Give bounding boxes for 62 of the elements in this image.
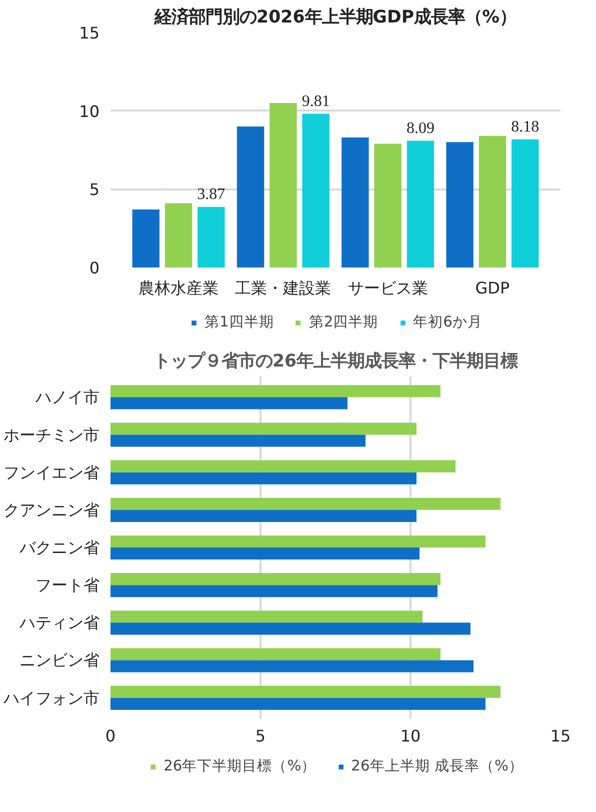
bar [110,385,440,398]
bar [110,622,470,635]
data-label: 8.09 [406,120,434,137]
y-tick-label: ニンビン省 [20,650,100,670]
bar [110,573,440,586]
x-tick-label: 5 [255,726,266,746]
x-tick-label: 10 [400,726,421,746]
x-tick-label: 工業・建設業 [235,278,332,298]
bar [374,144,402,268]
bar [132,210,160,268]
y-tick-label: バクニン省 [18,538,100,557]
bar [110,510,416,522]
x-tick-label: 農林水産業 [138,278,219,298]
bar [110,472,416,484]
data-label: 9.81 [302,92,330,110]
legend-label: 第1四半期 [204,312,274,332]
bar [110,585,438,598]
y-tick-label: ハティン省 [18,613,100,632]
bar [342,137,369,268]
bar [270,103,297,268]
legend-label: 第2四半期 [308,312,378,332]
data-label: 3.87 [197,186,226,203]
bar [110,660,474,672]
bar [164,203,192,268]
bar [110,548,420,560]
bar [110,698,486,710]
x-tick-label: 15 [550,726,571,746]
y-tick-label: 10 [79,102,100,121]
bar [110,535,486,548]
legend-label: 26年下半期目標（%） [164,756,316,776]
bar [198,206,225,268]
data-label: 8.18 [511,118,540,136]
bar [236,126,264,268]
x-tick-label: 0 [105,726,116,746]
bar [478,136,506,268]
bar [110,397,348,410]
y-tick-label: 5 [89,180,100,200]
bar [446,142,474,268]
x-tick-label: サービス業 [348,278,428,298]
bar [110,422,416,435]
y-tick-label: ハノイ市 [34,388,100,407]
bar [110,686,500,698]
chart-title: 経済部門別の2026年上半期GDP成長率（%） [154,8,516,28]
y-tick-label: 0 [89,258,100,278]
bar [512,139,539,268]
bar [302,114,330,268]
bar [110,648,440,660]
y-tick-label: ハイフォン市 [2,688,100,708]
y-tick-label: ホーチミン市 [4,425,100,444]
y-tick-label: 15 [79,24,100,42]
bar [406,140,434,268]
bar [110,610,422,623]
bar [110,434,366,447]
chart-title: トップ９省市の26年上半期成長率・下半期目標 [153,352,518,372]
y-tick-label: クアンニン省 [4,500,100,520]
y-tick-label: フート省 [36,576,100,595]
x-tick-label: GDP [475,278,510,298]
bar [110,498,500,510]
legend-label: 年初6か月 [413,312,482,332]
bar [110,460,456,472]
legend-label: 26年上半期 成長率（%） [351,756,524,776]
y-tick-label: フンイエン省 [4,462,100,482]
